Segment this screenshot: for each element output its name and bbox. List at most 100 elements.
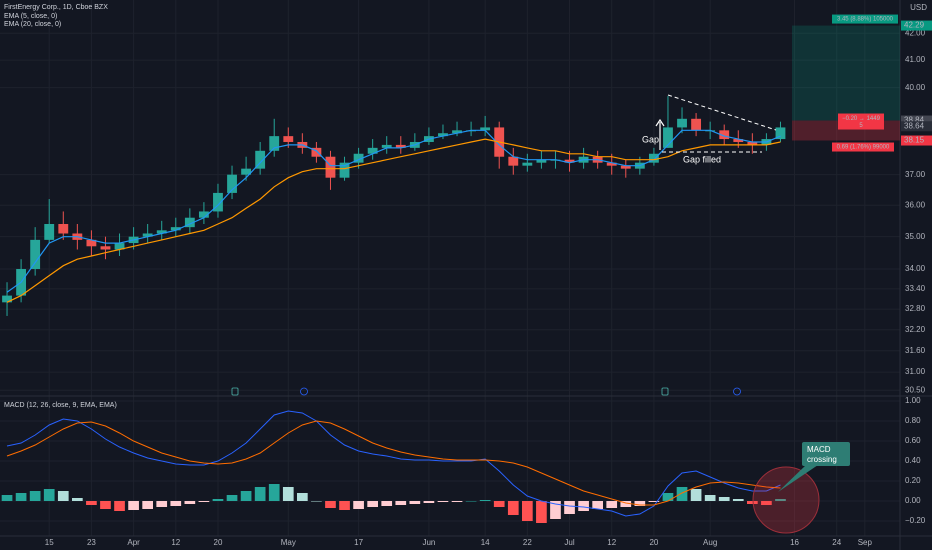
x-tick-label: Aug	[703, 538, 717, 547]
callout: MACD crossing up	[807, 445, 837, 466]
histogram-bar	[240, 491, 252, 501]
candle-body	[536, 159, 547, 163]
y-tick-label: 32.80	[905, 304, 926, 313]
entry-label: −0.20 → 1449	[842, 116, 881, 122]
event-icon	[733, 387, 741, 396]
x-tick-label: Sep	[858, 538, 873, 547]
histogram-bar	[325, 501, 336, 508]
candle-body	[663, 127, 673, 148]
candle-body	[522, 162, 533, 166]
candle-body	[691, 118, 702, 131]
histogram-bar	[254, 487, 266, 501]
candle-body	[438, 133, 448, 137]
candle-body	[775, 127, 786, 140]
histogram-bar	[718, 497, 730, 501]
histogram-bar	[648, 501, 660, 502]
histogram-bar	[761, 501, 772, 505]
histogram-bar	[268, 484, 280, 501]
x-tick-label: 22	[523, 538, 532, 547]
entry-price-label-bg	[901, 115, 932, 126]
candle-body	[86, 239, 97, 247]
annotation-gap: Gap	[642, 134, 659, 144]
x-tick-label: 17	[354, 538, 363, 547]
histogram-bar	[198, 501, 210, 502]
histogram-bar	[550, 501, 561, 519]
y-tick-label: 1.00	[905, 396, 921, 405]
histogram-bar	[156, 501, 168, 507]
histogram-bar	[1, 495, 13, 501]
x-tick-label: 12	[171, 538, 180, 547]
histogram-bar	[297, 493, 308, 501]
histogram-bar	[212, 499, 224, 501]
last-price-label-bg	[901, 121, 932, 132]
histogram-bar	[662, 493, 674, 501]
callout-pointer	[778, 465, 818, 492]
candle-body	[58, 223, 69, 234]
candle-body	[395, 144, 406, 148]
callout-box	[802, 442, 850, 466]
candle-body	[747, 141, 758, 145]
x-tick-label: 14	[481, 538, 490, 547]
y-tick-label: 34.00	[905, 264, 926, 273]
candle-body	[381, 144, 392, 148]
chart-title: FirstEnergy Corp., 1D, Cboe BZX	[4, 4, 108, 11]
histogram-bar	[72, 498, 83, 501]
candle-body	[620, 165, 631, 169]
line	[6, 420, 781, 506]
y-tick-label: 32.20	[905, 325, 926, 334]
entry-sublabel: 5	[859, 123, 863, 129]
histogram-bar	[704, 495, 716, 501]
y-tick-label: 33.40	[905, 284, 926, 293]
y-tick-label: 37.00	[905, 170, 926, 179]
candle-body	[606, 162, 617, 166]
event-icon	[231, 387, 239, 396]
y-tick-label: 0.00	[905, 496, 921, 505]
y-tick-label: 0.20	[905, 476, 921, 485]
histogram-bar	[564, 501, 575, 514]
histogram-bar	[395, 501, 407, 505]
event-icons	[231, 387, 741, 396]
callout-text: MACD crossing up	[807, 445, 837, 466]
candle-body	[44, 223, 55, 240]
x-tick-label: 16	[790, 538, 799, 547]
histogram-bar	[606, 501, 618, 508]
candle-body	[255, 150, 266, 169]
histogram-bar	[409, 501, 421, 504]
target-label-bg	[832, 14, 898, 24]
histogram-bar	[367, 501, 378, 507]
histogram-bar	[282, 487, 294, 501]
histogram-bar	[311, 501, 322, 502]
candle-body	[677, 118, 687, 128]
candle-body	[480, 127, 491, 131]
x-tick-label: 20	[649, 538, 658, 547]
candle-body	[213, 192, 223, 212]
candle-body	[114, 243, 125, 250]
line	[6, 129, 781, 293]
x-tick-label: 15	[45, 538, 54, 547]
histogram-bar	[690, 489, 702, 501]
histogram-bar	[620, 501, 632, 507]
candle-body	[508, 156, 519, 166]
highlight-circle	[752, 466, 820, 534]
candle-body	[269, 136, 280, 151]
y-tick-label: 0.60	[905, 436, 921, 445]
y-tick-label: 42.00	[905, 28, 926, 37]
histogram-bar	[775, 499, 786, 501]
line	[6, 410, 781, 517]
candle-body	[325, 156, 336, 178]
stop-price-label-bg	[901, 135, 932, 146]
histogram-bar	[100, 501, 111, 509]
gap-arrow-head	[655, 118, 665, 127]
candle-body	[367, 147, 378, 154]
y-tick-label: 41.00	[905, 55, 926, 64]
histogram-bar	[479, 500, 491, 501]
histogram-bar	[578, 501, 589, 511]
histogram-bar	[522, 501, 533, 521]
histogram-bar	[732, 499, 744, 501]
entry-price-label: 38.84	[904, 116, 925, 125]
candle-body	[30, 239, 41, 270]
histogram-bar	[170, 501, 182, 506]
x-tick-label: Apr	[127, 538, 140, 547]
